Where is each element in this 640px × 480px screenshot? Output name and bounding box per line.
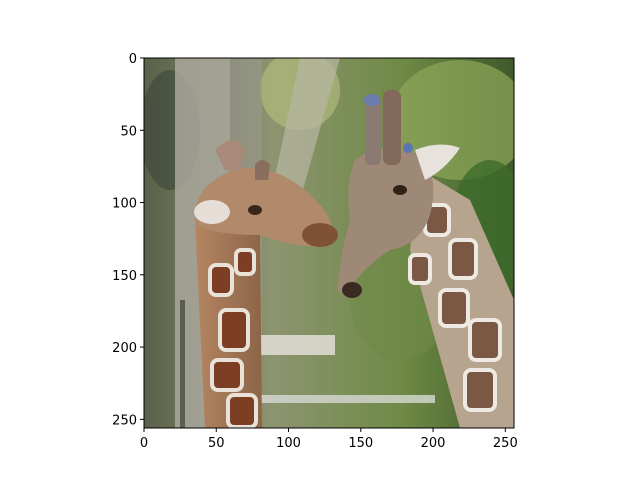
x-tick-label: 200 [421,436,446,451]
x-axis-ticks: 0 50 100 150 200 250 [140,428,518,451]
giraffe-image [144,58,514,428]
y-tick-label: 50 [120,124,137,139]
y-tick-label: 200 [112,341,137,356]
y-tick-label: 150 [112,269,137,284]
x-tick-label: 50 [208,436,225,451]
x-tick-label: 250 [493,436,518,451]
plot-frame [143,57,515,429]
x-tick-label: 100 [276,436,301,451]
x-tick-label: 0 [140,436,148,451]
y-tick-label: 100 [112,197,137,212]
y-tick-label: 0 [129,52,137,67]
x-tick-label: 150 [348,436,373,451]
y-axis-ticks: 0 50 100 150 200 250 [112,52,144,428]
y-tick-label: 250 [112,413,137,428]
